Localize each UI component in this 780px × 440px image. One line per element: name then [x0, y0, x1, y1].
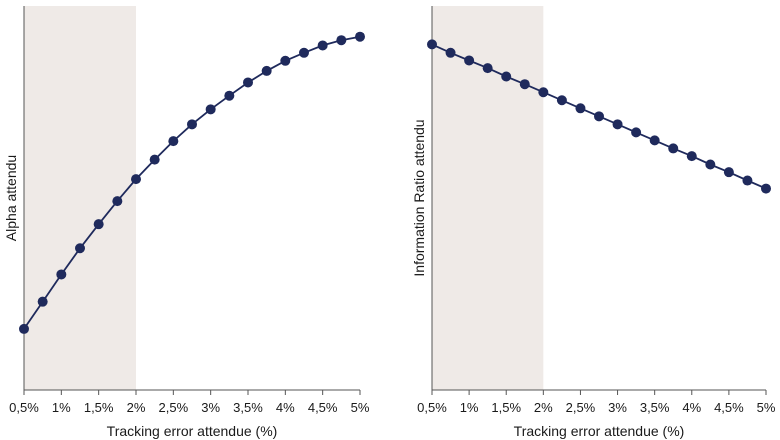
- chart-panel-information-ratio: 0,5% 1% 1,5% 2% 2,5% 3% 3,5% 4% 4,5% 5% Tracking …: [411, 6, 776, 439]
- data-point: [355, 31, 365, 42]
- data-point: [149, 154, 160, 165]
- data-point: [131, 174, 141, 185]
- x-axis-title: Tracking error attendue (%): [107, 423, 278, 439]
- data-point: [723, 167, 734, 178]
- data-point: [538, 87, 549, 98]
- x-tick-label: 1,5%: [491, 400, 521, 415]
- data-point: [686, 151, 697, 162]
- data-point: [668, 143, 679, 154]
- data-point: [205, 104, 216, 115]
- data-point: [612, 119, 623, 130]
- chart-panel-alpha: 0,5% 1% 1,5% 2% 2,5% 3% 3,5% 4% 4,5% 5% Tracking …: [3, 6, 370, 439]
- data-point: [464, 55, 475, 66]
- data-point: [168, 136, 179, 147]
- data-point: [280, 55, 291, 66]
- series-points: [19, 31, 365, 334]
- x-tick-label: 4%: [682, 400, 701, 415]
- x-tick-label: 1%: [460, 400, 479, 415]
- x-tick-label: 3%: [608, 400, 627, 415]
- x-tick-label: 3,5%: [640, 400, 670, 415]
- data-point: [187, 119, 197, 130]
- x-tick-label: 1%: [52, 400, 71, 415]
- data-point: [336, 35, 347, 46]
- data-point: [299, 47, 309, 58]
- data-point: [631, 127, 642, 138]
- x-tick-label: 0,5%: [417, 400, 447, 415]
- data-point: [19, 323, 29, 334]
- data-point: [482, 63, 493, 74]
- x-tick-label: 2%: [127, 400, 146, 415]
- x-axis-title: Tracking error attendue (%): [514, 423, 685, 439]
- data-point: [742, 175, 753, 186]
- series-points: [427, 39, 771, 194]
- x-tick-label: 1,5%: [84, 400, 114, 415]
- x-tick-label: 4,5%: [714, 400, 744, 415]
- data-point: [261, 65, 272, 76]
- data-point: [594, 111, 604, 122]
- x-tick-label: 2,5%: [566, 400, 596, 415]
- x-tick-label: 5%: [757, 400, 776, 415]
- y-axis-title: Alpha attendu: [3, 155, 19, 241]
- data-point: [93, 219, 104, 230]
- x-tick-label: 2,5%: [159, 400, 189, 415]
- data-point: [224, 90, 235, 101]
- x-tick-label: 4,5%: [308, 400, 338, 415]
- y-axis-title: Information Ratio attendu: [411, 119, 427, 276]
- data-point: [427, 39, 437, 50]
- data-point: [519, 79, 530, 90]
- data-point: [501, 71, 512, 82]
- data-point: [243, 77, 253, 88]
- data-point: [56, 269, 67, 280]
- x-axis-ticks: 0,5% 1% 1,5% 2% 2,5% 3% 3,5% 4% 4,5% 5%: [9, 390, 370, 415]
- data-point: [761, 183, 771, 194]
- x-tick-label: 5%: [351, 400, 370, 415]
- data-point: [575, 103, 586, 114]
- data-point: [556, 95, 567, 106]
- data-point: [445, 47, 456, 58]
- x-tick-label: 3,5%: [233, 400, 263, 415]
- x-tick-label: 4%: [276, 400, 295, 415]
- x-tick-label: 2%: [534, 400, 553, 415]
- data-point: [75, 243, 85, 254]
- x-axis-ticks: 0,5% 1% 1,5% 2% 2,5% 3% 3,5% 4% 4,5% 5%: [417, 390, 776, 415]
- x-tick-label: 0,5%: [9, 400, 39, 415]
- data-point: [705, 159, 716, 170]
- data-point: [37, 296, 48, 307]
- data-point: [317, 40, 328, 51]
- data-point: [112, 196, 123, 207]
- x-tick-label: 3%: [201, 400, 220, 415]
- data-point: [649, 135, 660, 146]
